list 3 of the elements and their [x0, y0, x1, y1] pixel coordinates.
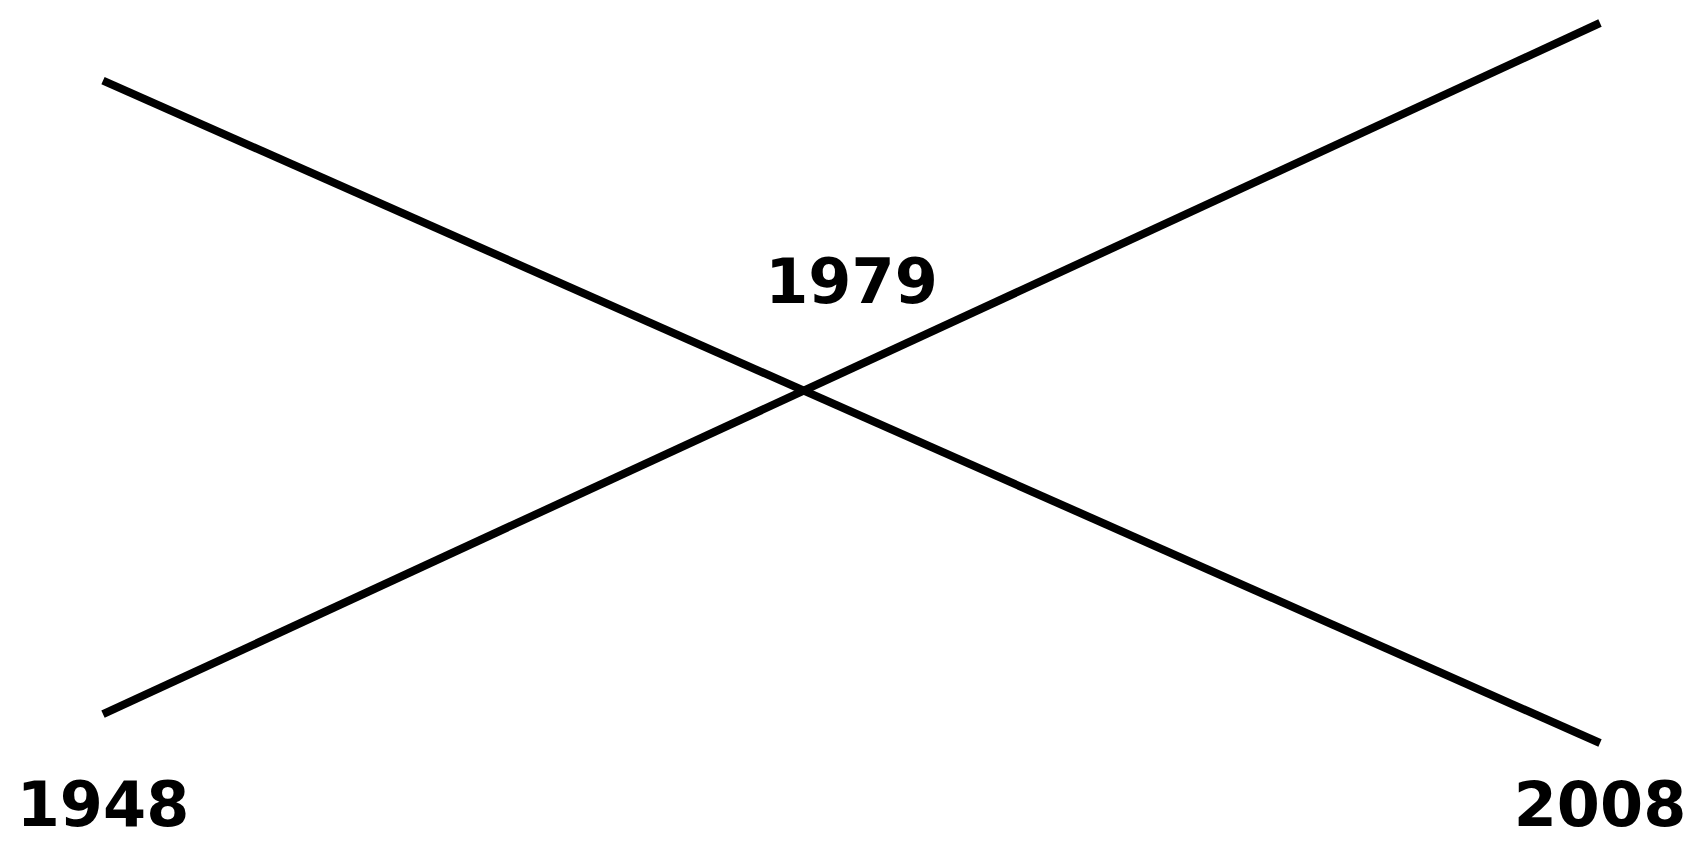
x-tick-label: 2008	[1513, 768, 1687, 841]
annotation: 1979	[765, 245, 938, 318]
x-tick-label: 1948	[16, 768, 190, 841]
